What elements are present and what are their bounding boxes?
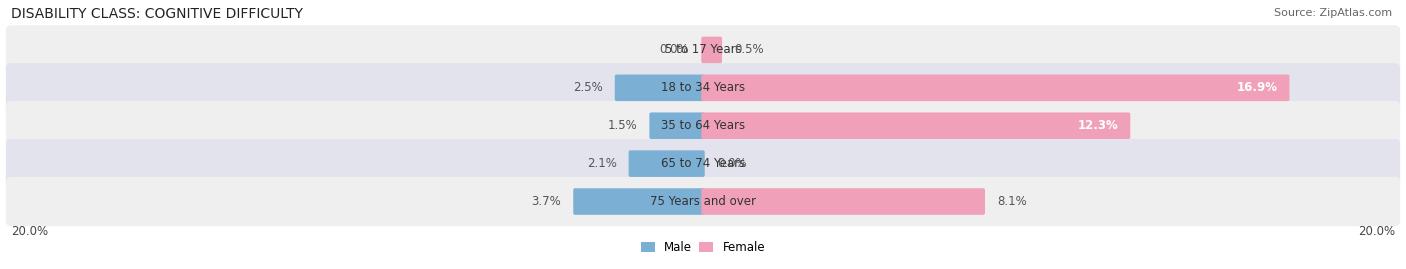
FancyBboxPatch shape: [650, 112, 704, 139]
FancyBboxPatch shape: [614, 75, 704, 101]
FancyBboxPatch shape: [702, 188, 986, 215]
Text: 20.0%: 20.0%: [11, 225, 48, 238]
FancyBboxPatch shape: [6, 63, 1400, 112]
Text: 65 to 74 Years: 65 to 74 Years: [661, 157, 745, 170]
Text: 20.0%: 20.0%: [1358, 225, 1395, 238]
Text: 1.5%: 1.5%: [607, 119, 637, 132]
Text: 3.7%: 3.7%: [531, 195, 561, 208]
Text: DISABILITY CLASS: COGNITIVE DIFFICULTY: DISABILITY CLASS: COGNITIVE DIFFICULTY: [11, 7, 304, 21]
Text: 5 to 17 Years: 5 to 17 Years: [665, 43, 741, 56]
FancyBboxPatch shape: [6, 177, 1400, 226]
Text: 2.5%: 2.5%: [572, 81, 603, 94]
FancyBboxPatch shape: [702, 112, 1130, 139]
Text: 12.3%: 12.3%: [1077, 119, 1118, 132]
Text: 2.1%: 2.1%: [586, 157, 616, 170]
FancyBboxPatch shape: [702, 37, 723, 63]
FancyBboxPatch shape: [574, 188, 704, 215]
FancyBboxPatch shape: [6, 139, 1400, 188]
Text: 0.0%: 0.0%: [717, 157, 747, 170]
Text: Source: ZipAtlas.com: Source: ZipAtlas.com: [1274, 8, 1392, 18]
Legend: Male, Female: Male, Female: [636, 236, 770, 259]
Text: 16.9%: 16.9%: [1236, 81, 1277, 94]
Text: 35 to 64 Years: 35 to 64 Years: [661, 119, 745, 132]
FancyBboxPatch shape: [702, 75, 1289, 101]
Text: 18 to 34 Years: 18 to 34 Years: [661, 81, 745, 94]
Text: 75 Years and over: 75 Years and over: [650, 195, 756, 208]
FancyBboxPatch shape: [6, 25, 1400, 75]
FancyBboxPatch shape: [628, 150, 704, 177]
Text: 0.5%: 0.5%: [734, 43, 763, 56]
FancyBboxPatch shape: [6, 101, 1400, 150]
Text: 0.0%: 0.0%: [659, 43, 689, 56]
Text: 8.1%: 8.1%: [997, 195, 1026, 208]
